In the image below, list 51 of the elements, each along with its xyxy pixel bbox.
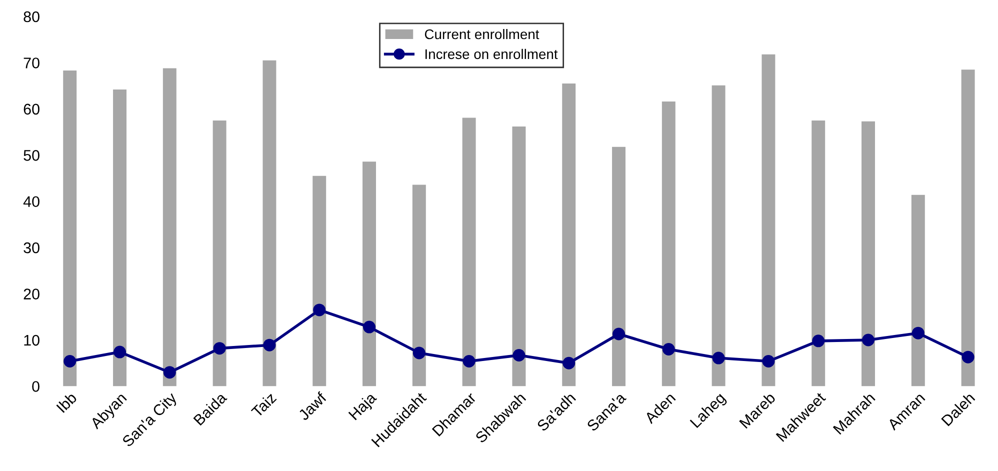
bar xyxy=(562,84,576,386)
legend-label: Current enrollment xyxy=(424,28,540,40)
bar xyxy=(262,60,276,386)
x-tick-label: Ibb xyxy=(56,392,78,414)
x-tick-label: Taiz xyxy=(250,392,277,418)
y-tick-label: 50 xyxy=(24,150,40,161)
bar xyxy=(162,68,176,386)
point xyxy=(163,366,176,379)
bar xyxy=(612,146,626,386)
point xyxy=(862,334,875,346)
point xyxy=(412,346,426,360)
point xyxy=(612,328,626,340)
point xyxy=(363,320,376,334)
point xyxy=(313,304,326,316)
bar xyxy=(862,121,875,386)
y-tick-label: 80 xyxy=(24,11,40,22)
y-tick-label: 30 xyxy=(24,242,40,254)
point xyxy=(64,355,76,368)
point xyxy=(662,342,675,356)
point xyxy=(114,346,126,358)
point xyxy=(562,356,576,370)
y-tick-label: 40 xyxy=(23,196,40,208)
bar xyxy=(362,162,376,386)
point xyxy=(263,338,276,352)
point xyxy=(512,349,526,362)
bar xyxy=(712,85,726,386)
legend-label: Increse on enrollment xyxy=(426,48,558,60)
y-tick-label: 20 xyxy=(24,288,40,300)
y-tick-label: 70 xyxy=(24,58,40,68)
point xyxy=(712,352,725,364)
point xyxy=(462,355,476,368)
point xyxy=(762,355,775,368)
bar xyxy=(113,90,126,386)
bar xyxy=(312,176,326,386)
bar xyxy=(961,70,975,386)
bar xyxy=(662,102,676,386)
point xyxy=(912,326,924,340)
bar xyxy=(762,54,776,386)
bar xyxy=(462,118,476,386)
bar xyxy=(911,194,925,386)
y-tick-label: 10 xyxy=(24,334,40,346)
y-tick-label: 60 xyxy=(24,104,40,115)
y-tick-label: 0 xyxy=(32,381,40,392)
point xyxy=(962,350,974,364)
bar xyxy=(63,70,77,386)
point xyxy=(812,334,825,348)
point xyxy=(213,342,226,355)
bar xyxy=(512,126,526,386)
bar xyxy=(212,120,226,386)
bar xyxy=(412,184,426,386)
bar xyxy=(812,120,826,386)
